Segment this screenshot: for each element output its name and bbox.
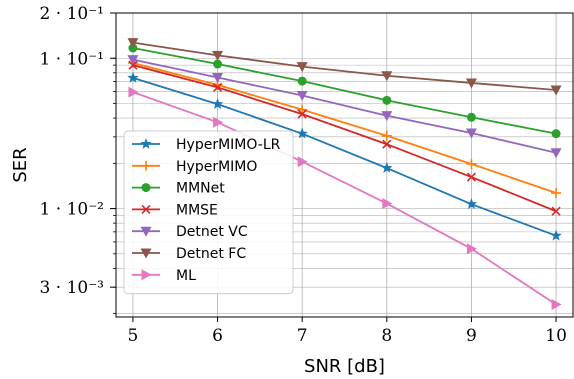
data-point bbox=[211, 98, 224, 110]
data-point bbox=[466, 112, 476, 122]
legend-item: HyperMIMO-LR bbox=[132, 137, 281, 153]
data-point bbox=[296, 62, 308, 73]
data-point bbox=[466, 158, 477, 169]
legend-item: HyperMIMO bbox=[132, 159, 257, 175]
data-point bbox=[297, 109, 307, 119]
x-tick-label: 10 bbox=[545, 326, 567, 346]
legend-label: ML bbox=[176, 268, 196, 284]
data-point bbox=[382, 95, 392, 105]
series-5 bbox=[127, 38, 562, 96]
data-point bbox=[296, 91, 308, 102]
legend-item: MMSE bbox=[132, 202, 218, 218]
legend-marker bbox=[141, 183, 151, 193]
legend-item: ML bbox=[132, 268, 196, 284]
data-point bbox=[550, 85, 562, 96]
data-point bbox=[212, 50, 224, 61]
data-point bbox=[466, 243, 477, 255]
series-0 bbox=[127, 71, 562, 241]
legend-label: Detnet FC bbox=[176, 246, 246, 262]
data-point bbox=[465, 128, 477, 139]
x-tick-label: 9 bbox=[466, 326, 477, 346]
data-point bbox=[296, 127, 308, 139]
plot-frame bbox=[115, 12, 574, 318]
data-point bbox=[551, 129, 561, 139]
legend-marker bbox=[141, 160, 151, 171]
series-line bbox=[132, 91, 557, 306]
legend-marker bbox=[141, 269, 152, 281]
data-point bbox=[551, 187, 562, 198]
legend-label: Detnet VC bbox=[176, 224, 248, 240]
y-tick-label: 2 · 10⁻¹ bbox=[40, 4, 104, 24]
series-line bbox=[132, 41, 557, 91]
legend-item: Detnet VC bbox=[132, 224, 248, 240]
legend-label: MMNet bbox=[176, 181, 225, 197]
legend-marker bbox=[140, 138, 152, 149]
series-line bbox=[132, 58, 557, 154]
legend-marker bbox=[141, 204, 151, 214]
legend-label: HyperMIMO-LR bbox=[176, 137, 281, 153]
series-line bbox=[132, 77, 557, 237]
data-point bbox=[465, 78, 477, 89]
y-tick-label: 1 · 10⁻² bbox=[40, 200, 104, 220]
x-tick-label: 8 bbox=[381, 326, 392, 346]
data-point bbox=[212, 72, 224, 83]
legend-marker bbox=[140, 226, 152, 237]
series-line bbox=[132, 62, 557, 194]
data-point bbox=[212, 82, 223, 92]
series-line bbox=[132, 47, 557, 135]
data-point bbox=[381, 71, 393, 82]
data-point bbox=[127, 55, 139, 66]
y-tick-label: 3 · 10⁻³ bbox=[40, 278, 104, 298]
data-point bbox=[381, 130, 392, 141]
y-tick-label: 1 · 10⁻¹ bbox=[40, 49, 104, 69]
legend-item: MMNet bbox=[132, 181, 225, 197]
series-6 bbox=[128, 86, 562, 311]
data-point bbox=[551, 299, 562, 311]
legend: HyperMIMO-LR HyperMIMO MMNet MMSE Detnet VC D… bbox=[123, 130, 294, 295]
data-point bbox=[128, 86, 139, 98]
data-point bbox=[127, 38, 139, 49]
data-point bbox=[465, 198, 478, 210]
legend-box bbox=[123, 130, 294, 295]
series-2 bbox=[128, 43, 561, 139]
legend-label: MMSE bbox=[176, 202, 218, 218]
data-point bbox=[381, 162, 393, 173]
legend-label: HyperMIMO bbox=[176, 159, 257, 175]
data-point bbox=[551, 206, 561, 216]
series-lines bbox=[127, 38, 562, 311]
data-point bbox=[381, 111, 393, 122]
data-point bbox=[550, 229, 562, 241]
series-4 bbox=[127, 55, 562, 159]
data-point bbox=[382, 198, 393, 210]
x-axis-label: SNR [dB] bbox=[304, 356, 385, 377]
series-line bbox=[132, 64, 557, 213]
legend-marker bbox=[140, 248, 152, 259]
y-axis-label: SER bbox=[10, 147, 31, 182]
legend-item: Detnet FC bbox=[132, 246, 246, 262]
data-point bbox=[297, 76, 307, 86]
x-tick-label: 6 bbox=[212, 326, 223, 346]
data-point bbox=[213, 116, 224, 128]
data-point bbox=[382, 139, 392, 149]
data-point bbox=[127, 71, 139, 83]
data-point bbox=[213, 59, 223, 69]
x-tick-label: 5 bbox=[128, 326, 139, 346]
data-point bbox=[128, 60, 138, 70]
data-point bbox=[297, 156, 308, 168]
data-point bbox=[466, 172, 477, 182]
x-tick-label: 7 bbox=[297, 326, 308, 346]
data-point bbox=[550, 148, 562, 159]
axis-ticks: 5 6 7 8 9 10 2 · 10⁻¹ 1 · 10⁻¹ 1 · 10⁻² 3 · 10⁻³ bbox=[40, 4, 567, 346]
series-3 bbox=[128, 60, 561, 216]
